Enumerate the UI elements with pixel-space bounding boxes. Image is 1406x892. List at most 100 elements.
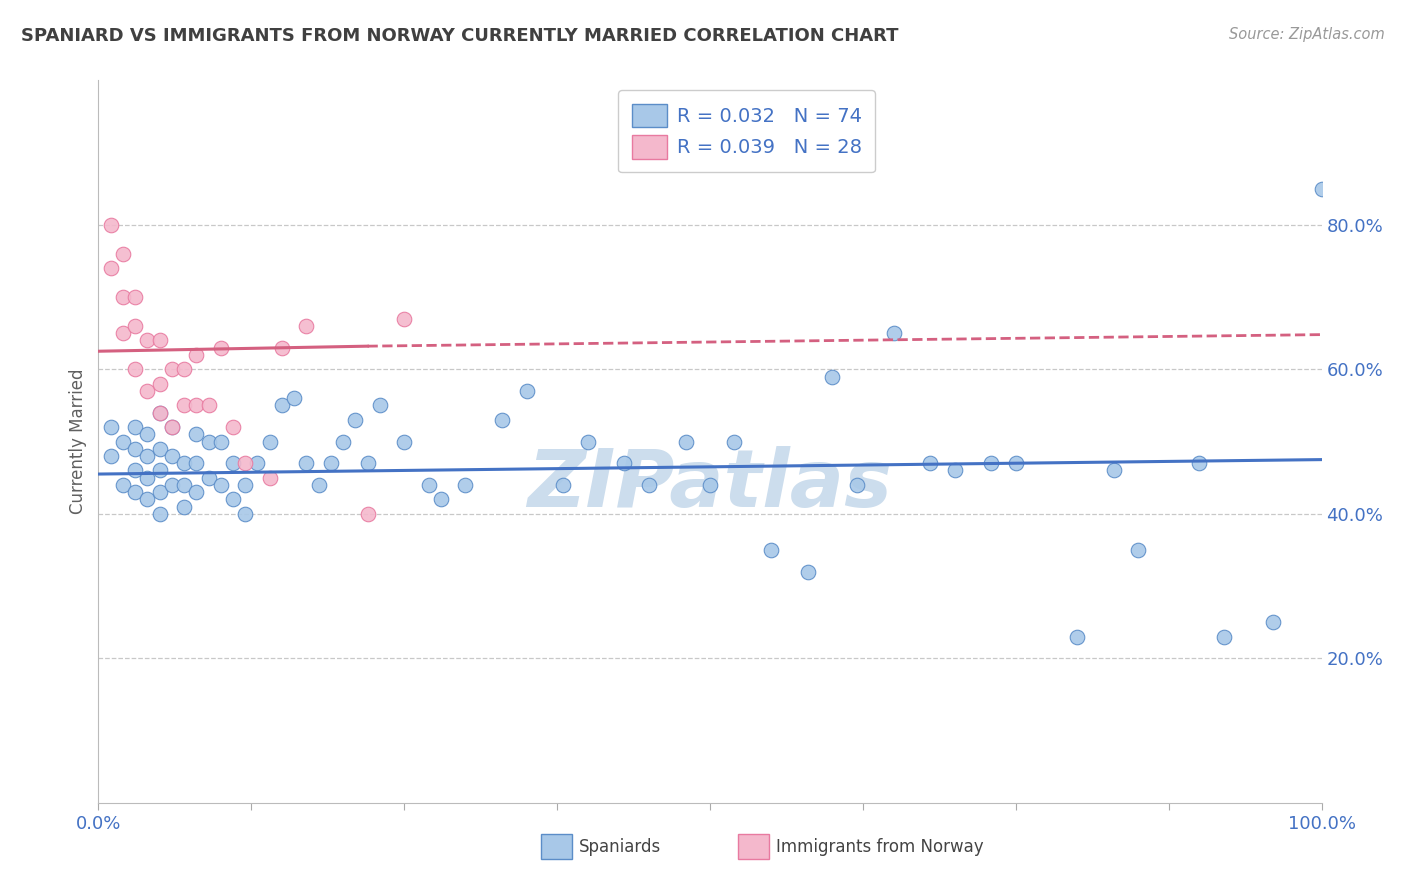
Point: [173, 398, 195, 412]
Point: [136, 492, 159, 507]
Point: [308, 478, 330, 492]
Point: [845, 478, 868, 492]
Point: [233, 478, 256, 492]
Point: [149, 463, 172, 477]
Point: [124, 362, 146, 376]
Point: [186, 427, 208, 442]
Point: [160, 362, 183, 376]
Point: [222, 420, 245, 434]
Point: [821, 369, 844, 384]
Point: [418, 478, 440, 492]
Point: [797, 565, 820, 579]
Point: [392, 311, 416, 326]
Point: [233, 507, 256, 521]
Point: [613, 456, 636, 470]
Point: [160, 420, 183, 434]
Point: [186, 398, 208, 412]
Point: [149, 485, 172, 500]
Point: [283, 391, 305, 405]
Point: [149, 406, 172, 420]
Point: [1188, 456, 1211, 470]
Point: [136, 384, 159, 398]
Point: [197, 398, 219, 412]
Point: [173, 456, 195, 470]
Point: [160, 449, 183, 463]
Point: [1310, 182, 1333, 196]
Point: [920, 456, 942, 470]
Text: Immigrants from Norway: Immigrants from Norway: [776, 838, 984, 855]
Point: [295, 318, 318, 333]
Point: [100, 449, 122, 463]
Point: [136, 334, 159, 348]
Point: [1261, 615, 1284, 630]
Point: [1102, 463, 1125, 477]
Point: [160, 420, 183, 434]
Point: [160, 478, 183, 492]
Point: [699, 478, 721, 492]
Point: [576, 434, 599, 449]
Point: [332, 434, 354, 449]
Text: Source: ZipAtlas.com: Source: ZipAtlas.com: [1229, 27, 1385, 42]
Point: [1066, 630, 1088, 644]
Point: [1004, 456, 1026, 470]
Point: [1128, 542, 1150, 557]
Point: [197, 434, 219, 449]
Point: [124, 485, 146, 500]
Point: [124, 442, 146, 456]
Point: [173, 500, 195, 514]
Point: [553, 478, 575, 492]
Point: [149, 334, 172, 348]
Point: [186, 485, 208, 500]
Point: [980, 456, 1002, 470]
Point: [111, 290, 134, 304]
Text: ZIPatlas: ZIPatlas: [527, 446, 893, 524]
Point: [197, 470, 219, 484]
Point: [270, 341, 294, 355]
Text: SPANIARD VS IMMIGRANTS FROM NORWAY CURRENTLY MARRIED CORRELATION CHART: SPANIARD VS IMMIGRANTS FROM NORWAY CURRE…: [21, 27, 898, 45]
Point: [111, 246, 134, 260]
Point: [209, 434, 232, 449]
Point: [124, 463, 146, 477]
Point: [124, 318, 146, 333]
Point: [675, 434, 697, 449]
Point: [270, 398, 294, 412]
Point: [111, 326, 134, 340]
Point: [186, 348, 208, 362]
Text: Spaniards: Spaniards: [579, 838, 661, 855]
Point: [319, 456, 342, 470]
Point: [1212, 630, 1234, 644]
Point: [222, 456, 245, 470]
Point: [124, 290, 146, 304]
Point: [246, 456, 269, 470]
Point: [149, 507, 172, 521]
Point: [149, 406, 172, 420]
Point: [136, 470, 159, 484]
Point: [368, 398, 391, 412]
Point: [259, 434, 281, 449]
Point: [723, 434, 745, 449]
Point: [124, 420, 146, 434]
Y-axis label: Currently Married: Currently Married: [69, 368, 87, 515]
Point: [883, 326, 905, 340]
Point: [209, 341, 232, 355]
Point: [111, 478, 134, 492]
Point: [259, 470, 281, 484]
Point: [392, 434, 416, 449]
Point: [100, 261, 122, 276]
Point: [637, 478, 661, 492]
Point: [209, 478, 232, 492]
Legend: R = 0.032   N = 74, R = 0.039   N = 28: R = 0.032 N = 74, R = 0.039 N = 28: [619, 90, 875, 172]
Point: [761, 542, 783, 557]
Point: [173, 478, 195, 492]
Point: [136, 449, 159, 463]
Point: [222, 492, 245, 507]
Point: [356, 456, 378, 470]
Point: [149, 442, 172, 456]
Point: [356, 507, 378, 521]
Point: [136, 427, 159, 442]
Point: [100, 420, 122, 434]
Point: [430, 492, 453, 507]
Point: [491, 413, 513, 427]
Point: [295, 456, 318, 470]
Point: [454, 478, 477, 492]
